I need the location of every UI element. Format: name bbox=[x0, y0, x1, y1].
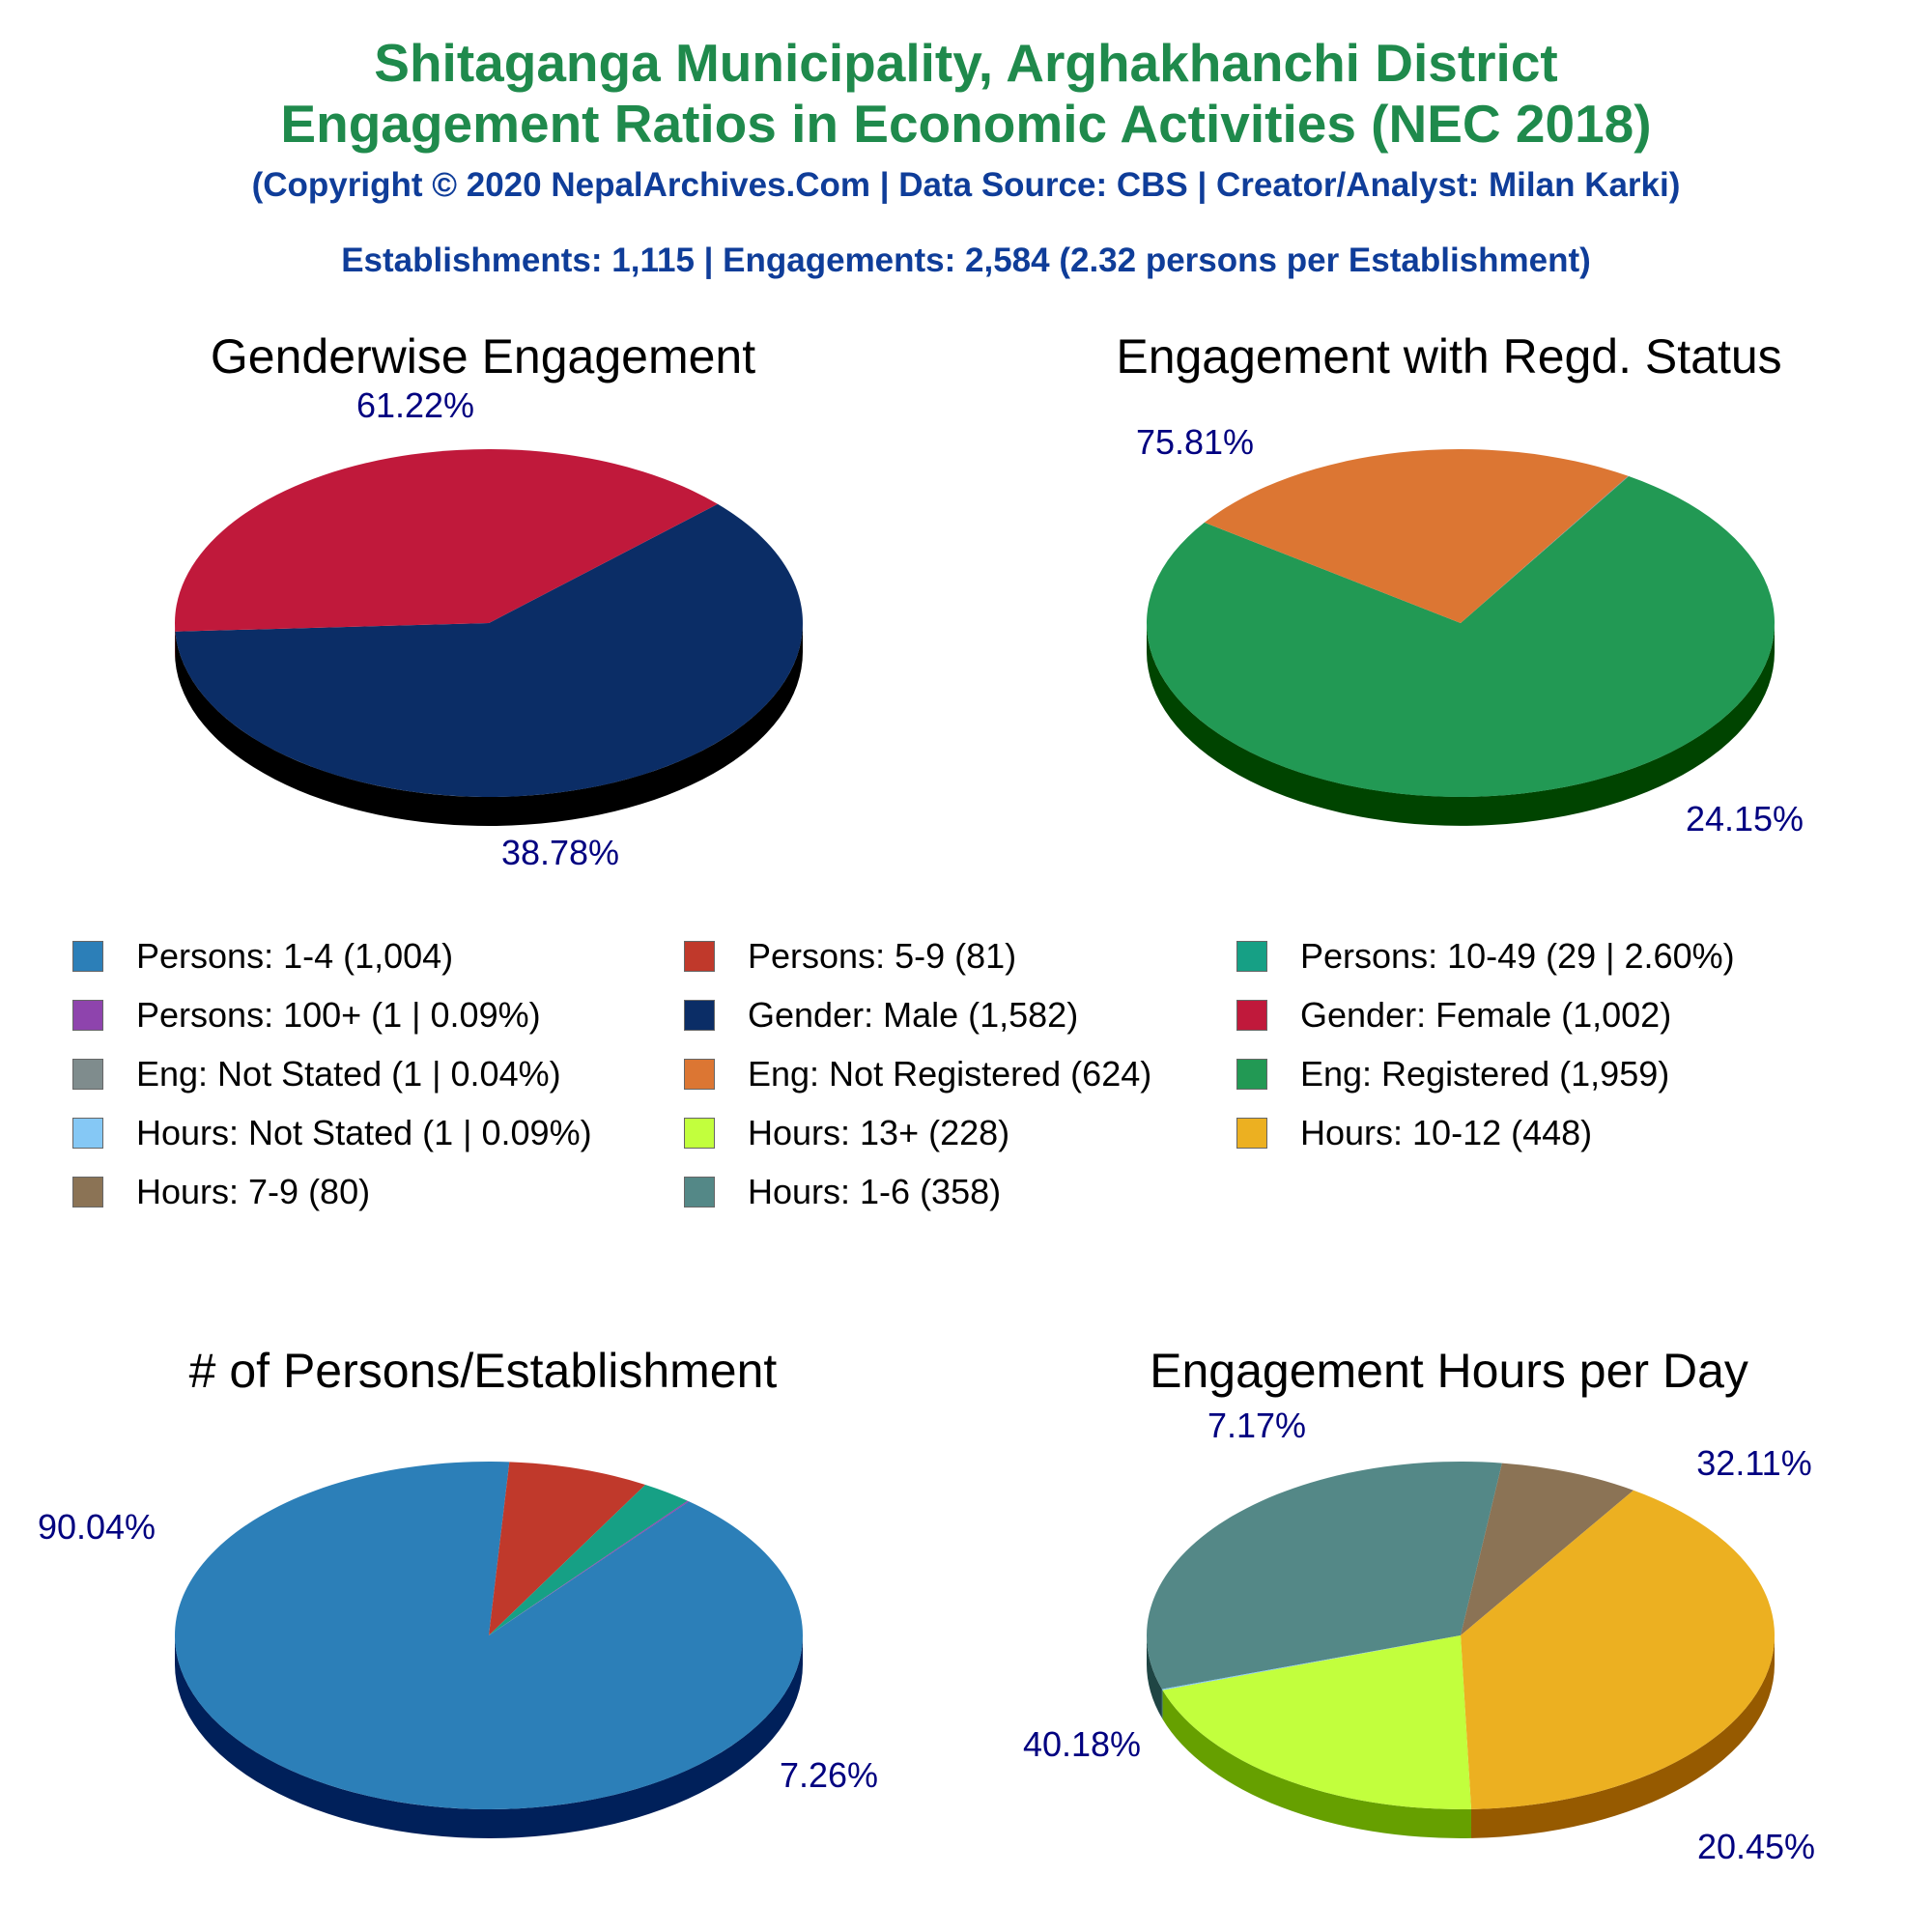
legend-swatch bbox=[684, 1177, 715, 1208]
legend-swatch bbox=[1236, 1118, 1267, 1149]
legend-swatch bbox=[1236, 1000, 1267, 1031]
legend-swatch bbox=[72, 1000, 103, 1031]
pie-title-hours: Engagement Hours per Day bbox=[1150, 1344, 1748, 1398]
legend-label: Hours: 13+ (228) bbox=[748, 1113, 1010, 1152]
legend-item: Gender: Female (1,002) bbox=[1236, 991, 1671, 1039]
pie-slice bbox=[175, 1462, 804, 1810]
copyright-line: (Copyright © 2020 NepalArchives.Com | Da… bbox=[251, 166, 1681, 204]
pie-slice bbox=[1461, 475, 1630, 623]
legend-item: Hours: 7-9 (80) bbox=[72, 1168, 370, 1216]
legend-label: Hours: 7-9 (80) bbox=[136, 1172, 371, 1211]
legend-label: Eng: Not Registered (624) bbox=[748, 1054, 1152, 1094]
pie-slice-side bbox=[1470, 1635, 1775, 1838]
pie-slice-side bbox=[1147, 1635, 1162, 1719]
pie-slice-side bbox=[1147, 623, 1775, 826]
pie-slice-side bbox=[1162, 1690, 1471, 1838]
legend-item: Persons: 10-49 (29 | 2.60%) bbox=[1236, 932, 1735, 980]
legend-label: Eng: Not Stated (1 | 0.04%) bbox=[136, 1054, 561, 1094]
pie-slice-label: 38.78% bbox=[501, 833, 619, 872]
legend-item: Eng: Not Registered (624) bbox=[684, 1050, 1151, 1098]
pie-chart: 32.11% 7.17% 40.18% 20.45% bbox=[1023, 1406, 1815, 1866]
legend-swatch bbox=[684, 1118, 715, 1149]
summary-stats: Establishments: 1,115 | Engagements: 2,5… bbox=[341, 242, 1591, 279]
pie-slice-label: 7.17% bbox=[1208, 1406, 1306, 1445]
pie-slice bbox=[1146, 476, 1775, 797]
pie-slice-label: 61.22% bbox=[356, 385, 474, 425]
pie-chart: 90.04% 7.26% bbox=[38, 1462, 878, 1838]
pie-slice bbox=[175, 503, 803, 797]
legend-swatch bbox=[684, 941, 715, 972]
legend-swatch bbox=[684, 1059, 715, 1090]
legend-item: Hours: 10-12 (448) bbox=[1236, 1109, 1592, 1157]
pie-slice bbox=[489, 1462, 646, 1635]
legend-swatch bbox=[72, 1177, 103, 1208]
pie-slice bbox=[489, 1500, 690, 1635]
pie-slice bbox=[1161, 1635, 1461, 1690]
legend-label: Hours: Not Stated (1 | 0.09%) bbox=[136, 1113, 592, 1152]
pie-slice bbox=[1162, 1635, 1471, 1809]
pie-slice bbox=[489, 1484, 688, 1635]
pie-chart: 61.22% 38.78% bbox=[174, 385, 803, 872]
legend-item: Eng: Registered (1,959) bbox=[1236, 1050, 1669, 1098]
pie-slice bbox=[174, 448, 718, 632]
legend-item: Eng: Not Stated (1 | 0.04%) bbox=[72, 1050, 561, 1098]
pie-slice-label: 32.11% bbox=[1696, 1443, 1811, 1483]
legend-label: Hours: 1-6 (358) bbox=[748, 1172, 1002, 1211]
legend-swatch bbox=[72, 1118, 103, 1149]
legend-item: Gender: Male (1,582) bbox=[684, 991, 1078, 1039]
legend-label: Eng: Registered (1,959) bbox=[1300, 1054, 1670, 1094]
pie-slice-side bbox=[175, 1635, 803, 1838]
legend-item: Persons: 1-4 (1,004) bbox=[72, 932, 453, 980]
legend-swatch bbox=[684, 1000, 715, 1031]
legend-item: Hours: 1-6 (358) bbox=[684, 1168, 1001, 1216]
legend-item: Persons: 5-9 (81) bbox=[684, 932, 1016, 980]
pie-slice-label: 24.15% bbox=[1686, 799, 1804, 838]
pie-title-persons: # of Persons/Establishment bbox=[188, 1344, 778, 1398]
pie-slice-label: 75.81% bbox=[1136, 422, 1254, 462]
legend-label: Persons: 5-9 (81) bbox=[748, 936, 1017, 976]
legend-item: Hours: 13+ (228) bbox=[684, 1109, 1009, 1157]
pie-slice bbox=[1204, 448, 1629, 623]
legend-swatch bbox=[1236, 1059, 1267, 1090]
legend-label: Gender: Female (1,002) bbox=[1300, 995, 1672, 1035]
chart-title-line1: Shitaganga Municipality, Arghakhanchi Di… bbox=[374, 33, 1558, 93]
legend-label: Persons: 1-4 (1,004) bbox=[136, 936, 454, 976]
pie-slice-label: 7.26% bbox=[780, 1755, 878, 1795]
legend-swatch bbox=[72, 941, 103, 972]
chart-title-line2: Engagement Ratios in Economic Activities… bbox=[280, 94, 1652, 154]
legend-item: Persons: 100+ (1 | 0.09%) bbox=[72, 991, 541, 1039]
legend-swatch bbox=[1236, 941, 1267, 972]
pie-slice bbox=[1461, 1490, 1776, 1809]
legend-label: Gender: Male (1,582) bbox=[748, 995, 1079, 1035]
pie-slice-side bbox=[1161, 1689, 1163, 1719]
pie-chart: 75.81% 24.15% bbox=[1136, 422, 1804, 838]
pie-slice-label: 20.45% bbox=[1697, 1827, 1815, 1866]
pie-title-regd: Engagement with Regd. Status bbox=[1116, 329, 1782, 384]
pie-slice bbox=[1461, 1463, 1634, 1635]
pie-title-gender: Genderwise Engagement bbox=[210, 329, 756, 384]
pie-slice-label: 90.04% bbox=[38, 1507, 156, 1547]
legend-swatch bbox=[72, 1059, 103, 1090]
pie-slice-label: 40.18% bbox=[1023, 1724, 1141, 1764]
legend-label: Hours: 10-12 (448) bbox=[1300, 1113, 1593, 1152]
legend-label: Persons: 100+ (1 | 0.09%) bbox=[136, 995, 541, 1035]
legend-label: Persons: 10-49 (29 | 2.60%) bbox=[1300, 936, 1735, 976]
pie-slice-side bbox=[175, 623, 803, 827]
legend-item: Hours: Not Stated (1 | 0.09%) bbox=[72, 1109, 592, 1157]
pie-slice bbox=[1147, 1462, 1502, 1690]
